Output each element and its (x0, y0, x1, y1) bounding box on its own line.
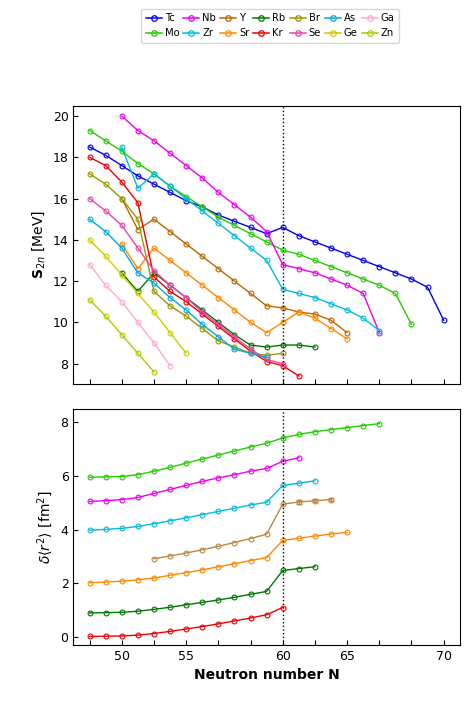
X-axis label: Neutron number N: Neutron number N (194, 668, 339, 682)
Legend: Tc, Mo, Nb, Zr, Y, Sr, Rb, Kr, Br, Se, As, Ge, Ga, Zn: Tc, Mo, Nb, Zr, Y, Sr, Rb, Kr, Br, Se, A… (141, 8, 399, 42)
Y-axis label: $\delta\langle r^2\rangle\ [\mathrm{fm}^2]$: $\delta\langle r^2\rangle\ [\mathrm{fm}^… (35, 490, 55, 564)
Y-axis label: $\mathbf{S}_{2n}$ [MeV]: $\mathbf{S}_{2n}$ [MeV] (30, 211, 47, 279)
